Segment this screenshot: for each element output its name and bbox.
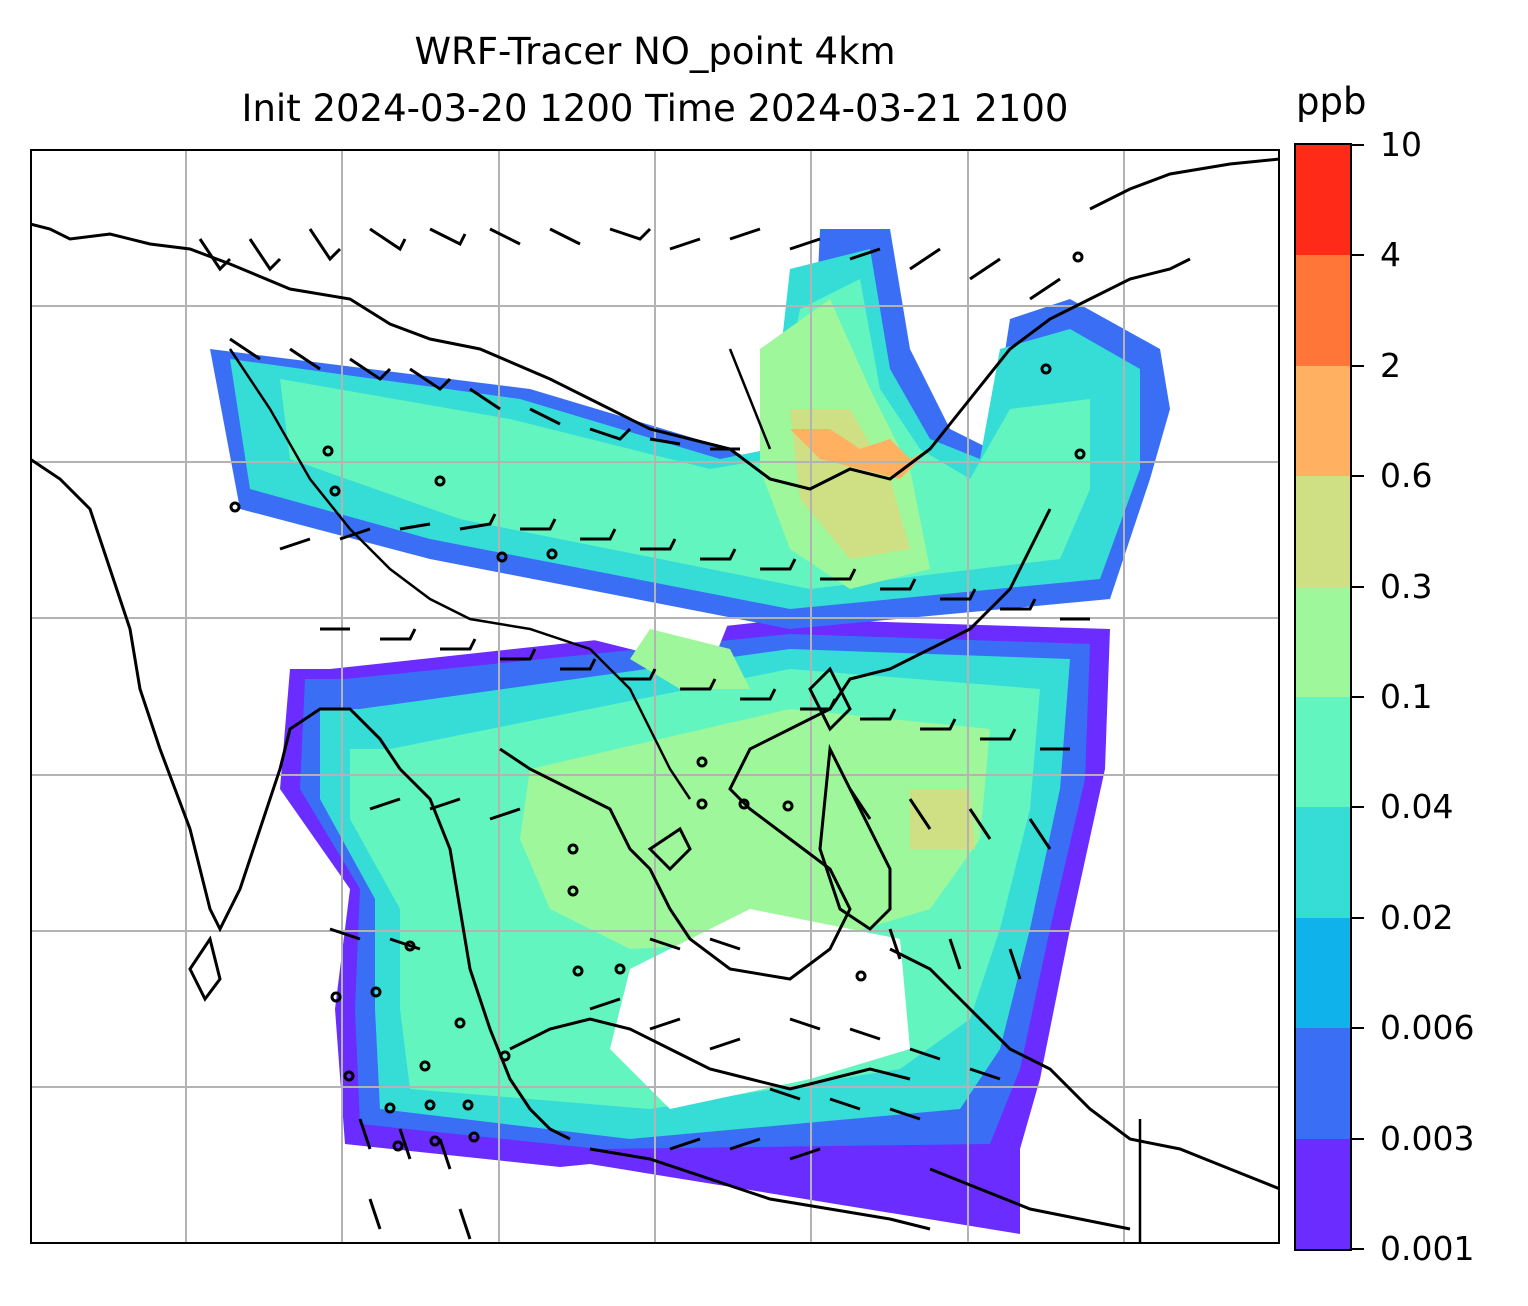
colorbar-tick-label: 0.001: [1380, 1229, 1475, 1268]
colorbar-segment: [1296, 144, 1350, 256]
colorbar-tick-label: 2: [1380, 345, 1401, 385]
colorbar: [1294, 143, 1352, 1251]
colorbar-tick: [1352, 585, 1364, 588]
lat-lon-grid: [30, 149, 1280, 1244]
colorbar-tick: [1352, 1137, 1364, 1140]
colorbar-segment: [1296, 807, 1350, 918]
colorbar-tick: [1352, 696, 1364, 698]
colorbar-segment: [1296, 586, 1350, 697]
colorbar-tick: [1352, 475, 1364, 478]
colorbar-tick: [1352, 916, 1364, 919]
colorbar-unit-label: ppb: [1296, 80, 1367, 123]
colorbar-tick: [1352, 144, 1364, 146]
colorbar-tick: [1352, 1027, 1364, 1030]
colorbar-segment: [1296, 917, 1350, 1029]
colorbar-tick-label: 4: [1380, 235, 1401, 275]
tracer-field: [210, 229, 1170, 1234]
colorbar-tick-label: 0.003: [1380, 1118, 1475, 1158]
colorbar-tick: [1352, 1248, 1364, 1250]
colorbar-tick: [1352, 806, 1364, 809]
colorbar-segment: [1296, 1138, 1350, 1249]
colorbar-tick-label: 0.3: [1380, 566, 1433, 606]
colorbar-tick-label: 0.02: [1380, 897, 1454, 937]
wind-barbs: [198, 227, 1090, 1240]
colorbar-tick-label: 10: [1380, 125, 1422, 164]
colorbar-tick: [1352, 364, 1364, 367]
colorbar-tick-label: 0.6: [1380, 456, 1433, 496]
calm-wind-markers: [229, 251, 1086, 1152]
map-title-line1: WRF-Tracer NO_point 4km: [414, 30, 896, 73]
colorbar-tick: [1352, 254, 1364, 257]
colorbar-segment: [1296, 1028, 1350, 1139]
colorbar-segment: [1296, 476, 1350, 587]
coastlines: [30, 157, 1280, 1231]
colorbar-segment: [1296, 696, 1350, 808]
colorbar-tick-label: 0.04: [1380, 787, 1454, 827]
colorbar-segment: [1296, 365, 1350, 477]
colorbar-tick-label: 0.1: [1380, 677, 1433, 716]
country-borders: [228, 348, 1142, 1244]
map-title-line2: Init 2024-03-20 1200 Time 2024-03-21 210…: [241, 87, 1069, 130]
colorbar-segment: [1296, 255, 1350, 366]
map-panel: [30, 149, 1280, 1244]
colorbar-tick-label: 0.006: [1380, 1008, 1475, 1048]
